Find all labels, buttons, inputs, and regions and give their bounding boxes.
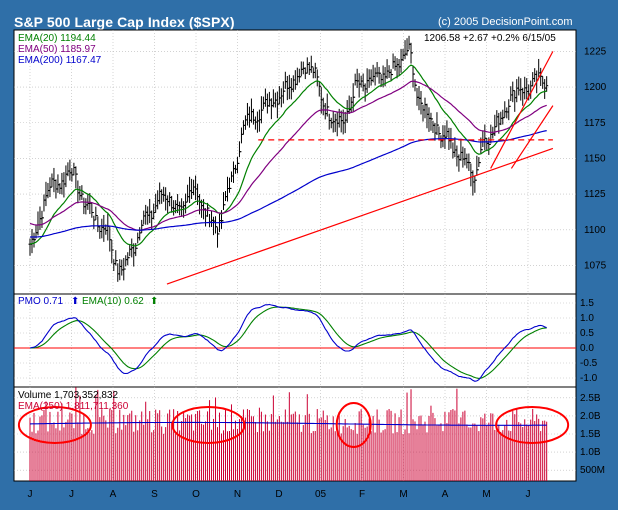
x-tick-label: 05	[315, 489, 327, 500]
volume-tick-label: 500M	[580, 465, 605, 476]
price-tick-label: 1150	[584, 153, 606, 164]
volume-tick-label: 1.5B	[580, 429, 601, 440]
pmo-line	[29, 303, 547, 382]
price-marks	[28, 35, 554, 285]
price-tick-label: 1100	[584, 225, 606, 236]
pmo-arrow: ⬆	[71, 296, 79, 307]
volume-tick-label: 2.5B	[580, 393, 601, 404]
volume-label: Volume 1,703,352,832	[18, 390, 119, 401]
price-tick-label: 1200	[584, 82, 607, 93]
pmo-tick-label: -1.0	[580, 373, 598, 384]
x-tick-label: F	[359, 489, 365, 500]
volume-highlight-circle	[171, 405, 246, 444]
price-panel-bg	[13, 29, 577, 295]
x-tick-label: J	[28, 489, 33, 500]
volume-tick-label: 1.0B	[580, 447, 601, 458]
price-tick-label: 1075	[584, 260, 607, 271]
pmo-tick-label: 1.0	[580, 313, 594, 324]
trendline	[490, 51, 554, 169]
volume-ema-label: EMA(250) 1,811,711,360	[18, 401, 129, 412]
x-tick-label: A	[442, 489, 449, 500]
pmo-tick-label: 1.5	[580, 298, 594, 309]
trendline	[510, 105, 554, 169]
x-tick-label: J	[69, 489, 74, 500]
x-tick-label: A	[110, 489, 117, 500]
price-tick-label: 1175	[584, 118, 606, 129]
price-tick-label: 1225	[584, 46, 607, 57]
pmo-marks	[14, 303, 576, 382]
x-tick-label: N	[234, 489, 241, 500]
volume-highlight-circle	[335, 401, 372, 448]
chart-title: S&P 500 Large Cap Index ($SPX)	[14, 14, 235, 30]
x-axis-labels: J J A S O N D 05 F M A M J	[28, 489, 531, 500]
x-tick-label: O	[192, 489, 200, 500]
volume-ema-line	[29, 421, 547, 426]
trendline	[166, 147, 554, 285]
ema200-label: EMA(200) 1167.47	[18, 55, 102, 66]
pmo-ema-arrow: ⬆	[150, 296, 158, 307]
last-quote: 1206.58 +2.67 +0.2% 6/15/05	[424, 33, 556, 44]
pmo-tick-label: 0.0	[580, 343, 594, 354]
x-tick-label: D	[275, 489, 282, 500]
axis-ticks: 1225 1200 1175 1150 1125 1100 1075 1.5 1.0 0.5 0.0…	[580, 46, 607, 476]
price-tick-label: 1125	[584, 189, 606, 200]
x-tick-label: S	[151, 489, 158, 500]
copyright-text: (c) 2005 DecisionPoint.com	[438, 16, 573, 28]
pmo-tick-label: -0.5	[580, 358, 598, 369]
pmo-ema-label: EMA(10) 0.62	[82, 296, 144, 307]
x-tick-label: M	[482, 489, 490, 500]
ema50-label: EMA(50) 1185.97	[18, 44, 96, 55]
price-bar	[545, 76, 549, 92]
x-tick-label: J	[526, 489, 531, 500]
volume-tick-label: 2.0B	[580, 411, 601, 422]
ema50-line	[29, 80, 547, 231]
x-tick-label: M	[399, 489, 407, 500]
volume-highlight-circle	[495, 405, 570, 444]
pmo-tick-label: 0.5	[580, 328, 594, 339]
volume-marks	[17, 387, 570, 481]
pmo-label: PMO 0.71	[18, 296, 63, 307]
volume-highlight-circle	[17, 405, 92, 444]
ema20-label: EMA(20) 1194.44	[18, 33, 96, 44]
